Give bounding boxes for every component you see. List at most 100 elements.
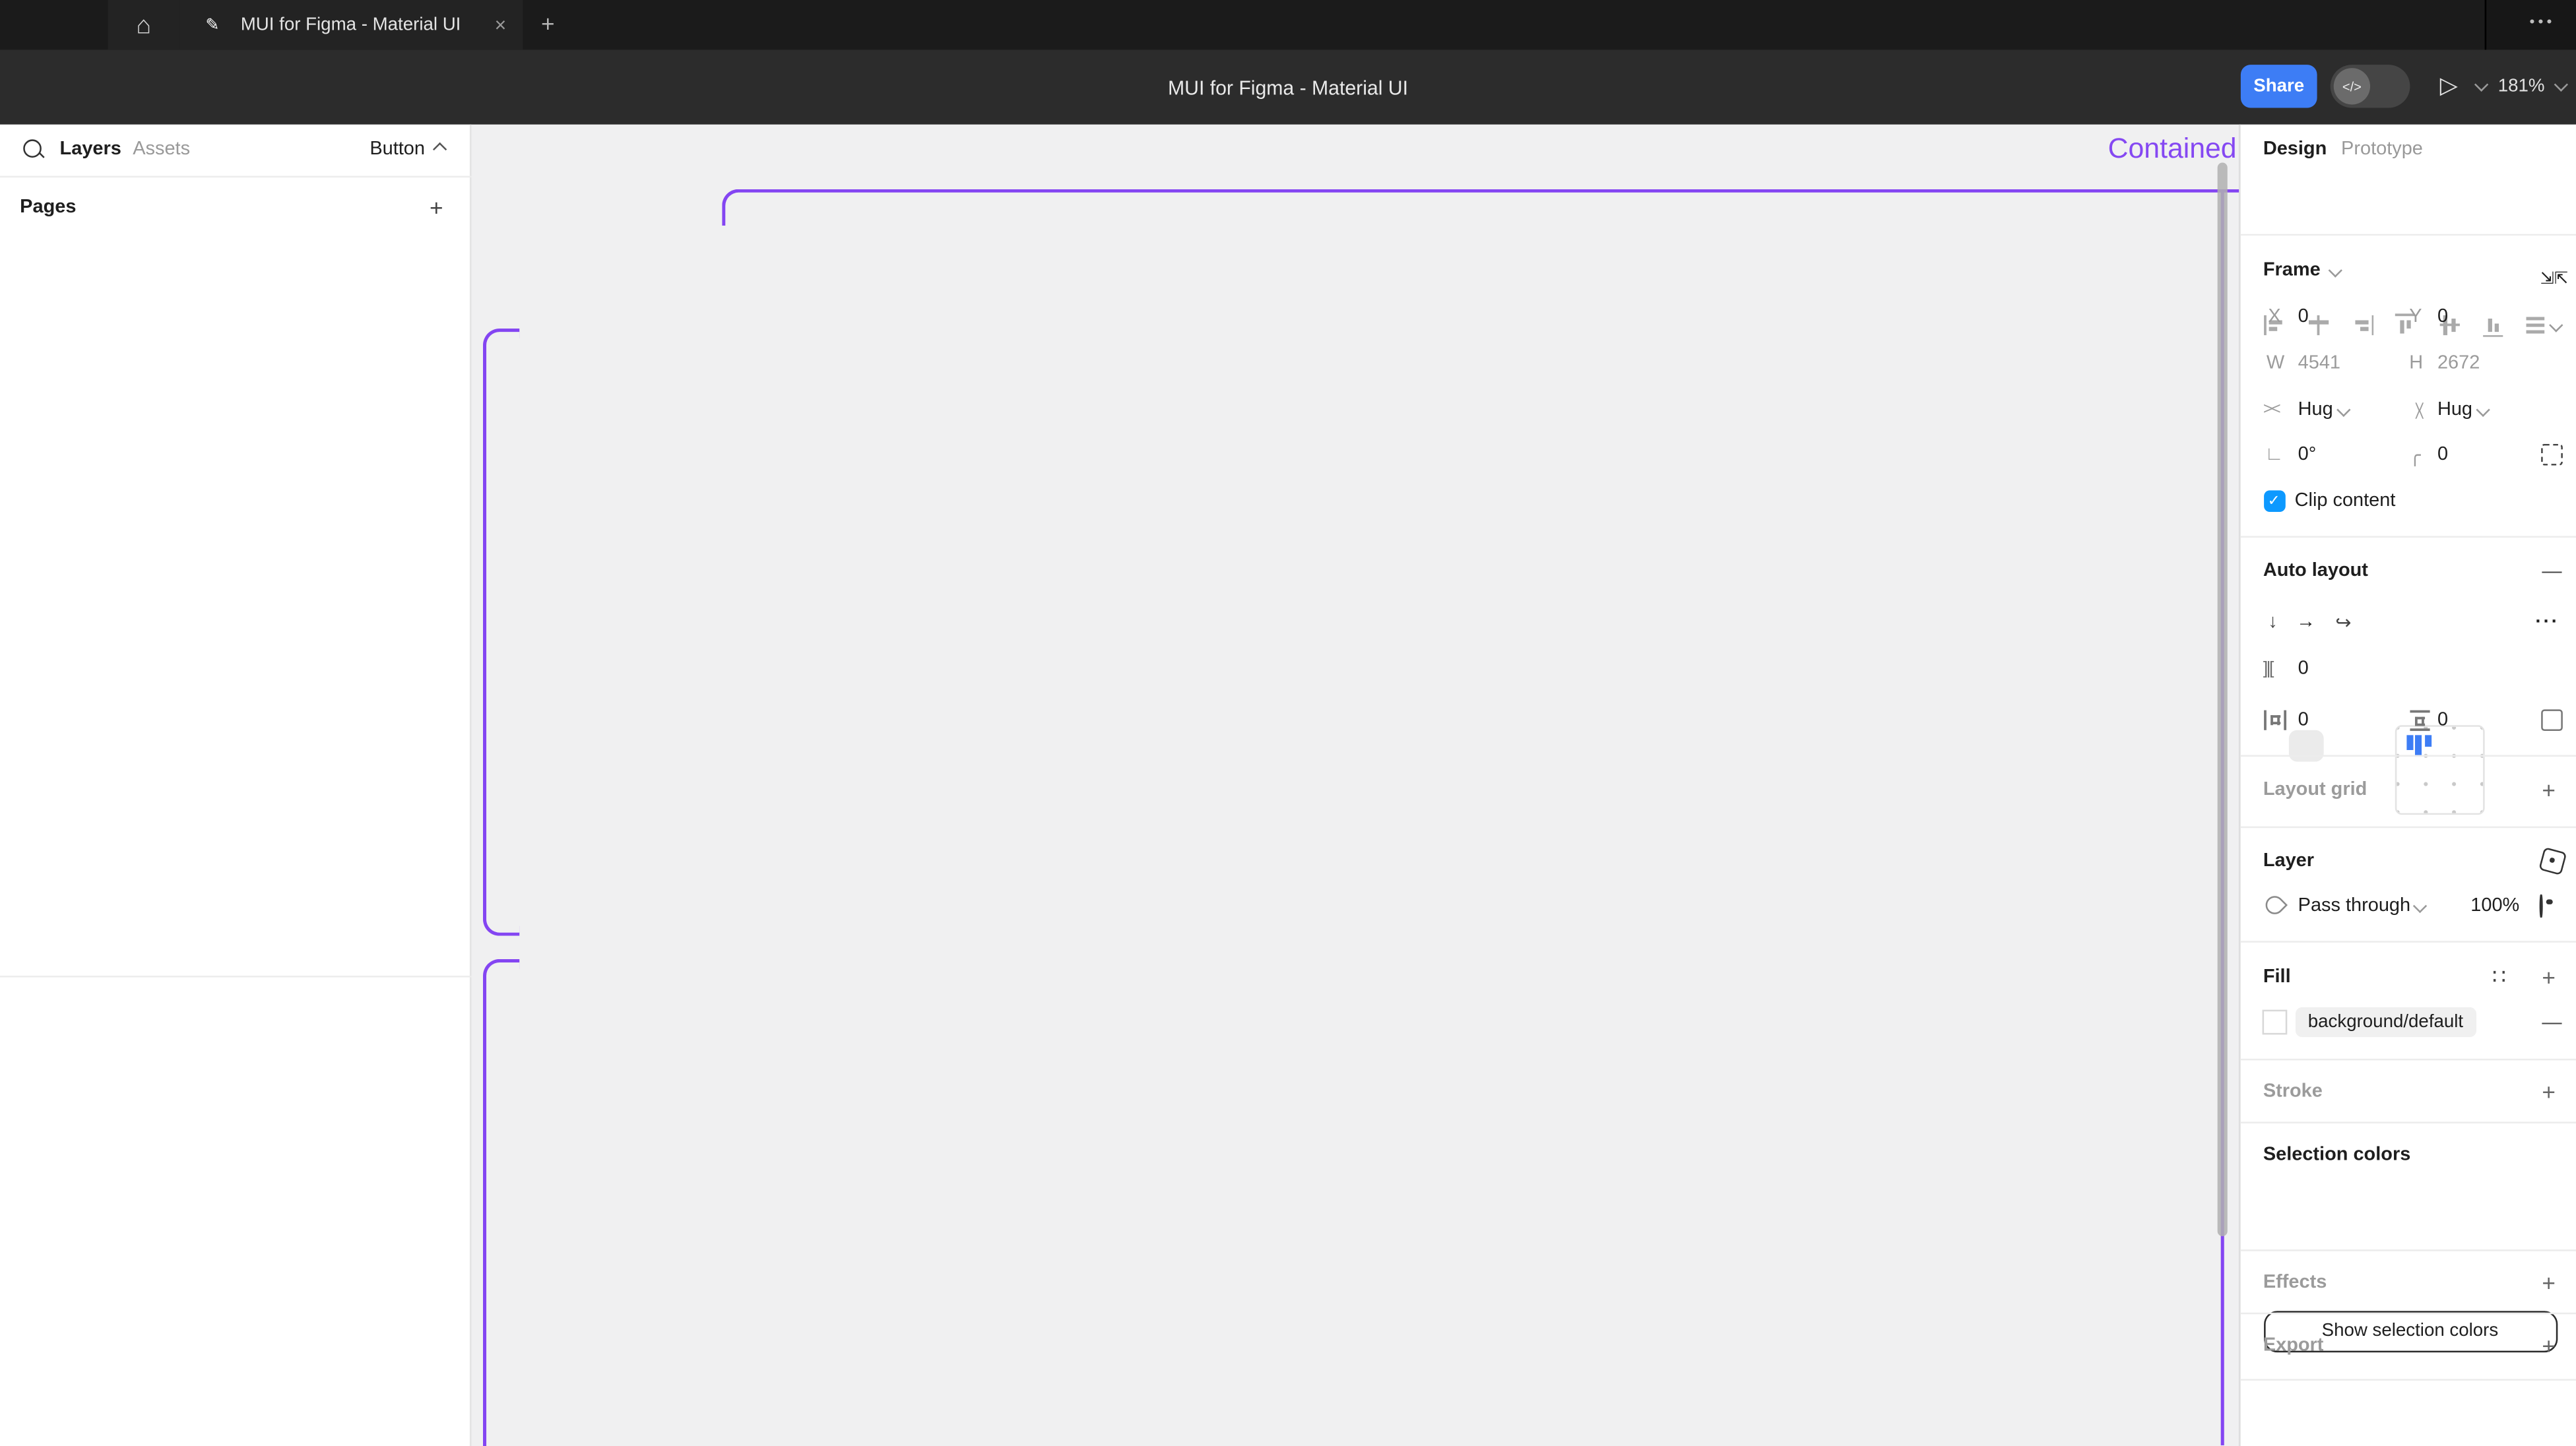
auto-layout-more-icon[interactable]: ··· bbox=[2535, 612, 2560, 633]
traffic-lights[interactable] bbox=[16, 15, 103, 35]
home-button[interactable]: ⌂ bbox=[108, 0, 179, 50]
frame-section-title[interactable]: Frame bbox=[2263, 261, 2343, 280]
sidebar-header: Layers Assets Button bbox=[0, 125, 472, 178]
selection-bracket-top bbox=[482, 329, 519, 936]
zoom-window-button[interactable] bbox=[83, 15, 103, 35]
horizontal-padding-icon bbox=[2263, 709, 2287, 730]
vertical-resize-select[interactable]: Hug bbox=[2437, 399, 2490, 419]
auto-layout-right-icon[interactable]: → bbox=[2296, 612, 2316, 633]
divider bbox=[2239, 1378, 2576, 1380]
tab-assets[interactable]: Assets bbox=[133, 139, 191, 160]
gap-icon: ]|[ bbox=[2263, 658, 2274, 679]
align-bottom-icon[interactable] bbox=[2481, 313, 2505, 337]
clip-content-checkbox[interactable]: ✓ bbox=[2263, 489, 2285, 511]
align-left-icon[interactable] bbox=[2263, 313, 2287, 337]
show-selection-colors-button[interactable]: Show selection colors bbox=[2263, 1311, 2558, 1352]
zoom-chevron-icon[interactable] bbox=[2554, 77, 2569, 92]
present-button[interactable]: ▷ bbox=[2440, 71, 2458, 100]
tab-design[interactable]: Design bbox=[2263, 139, 2327, 160]
divider bbox=[2239, 1312, 2576, 1315]
auto-layout-down-icon[interactable]: ↓ bbox=[2268, 612, 2278, 633]
w-field[interactable]: 4541 bbox=[2298, 353, 2341, 373]
align-right-icon[interactable] bbox=[2350, 313, 2374, 337]
dev-mode-toggle[interactable]: </> bbox=[2330, 65, 2410, 108]
layer-opacity-field[interactable]: 100% bbox=[2470, 896, 2520, 916]
y-field[interactable]: 0 bbox=[2437, 307, 2449, 327]
h-field[interactable]: 2672 bbox=[2437, 353, 2480, 373]
remove-fill-button[interactable]: — bbox=[2542, 1011, 2562, 1034]
divider bbox=[2239, 941, 2576, 943]
clip-content-label: Clip content bbox=[2294, 490, 2396, 511]
tab-layers[interactable]: Layers bbox=[59, 139, 121, 160]
divider bbox=[2239, 1121, 2576, 1123]
add-export-button[interactable]: + bbox=[2542, 1333, 2556, 1360]
present-chevron-icon[interactable] bbox=[2474, 77, 2489, 92]
file-tab[interactable]: ✎ MUI for Figma - Material UI × bbox=[179, 0, 523, 50]
fill-styles-icon[interactable]: ∷ bbox=[2492, 963, 2506, 989]
play-icon: ▷ bbox=[2439, 71, 2458, 98]
w-label: W bbox=[2266, 353, 2285, 373]
align-horizontal-center-icon[interactable] bbox=[2307, 313, 2331, 337]
zoom-level[interactable]: 181% bbox=[2497, 76, 2545, 96]
horizontal-resize-select[interactable]: Hug bbox=[2298, 399, 2351, 419]
add-page-button[interactable]: + bbox=[430, 194, 443, 221]
add-effect-button[interactable]: + bbox=[2542, 1269, 2556, 1296]
divider bbox=[2239, 754, 2576, 756]
selected-frame-outline bbox=[721, 189, 2239, 226]
independent-corners-icon[interactable] bbox=[2540, 443, 2562, 465]
divider bbox=[2239, 234, 2576, 236]
y-label: Y bbox=[2409, 307, 2422, 327]
new-tab-button[interactable]: + bbox=[541, 10, 555, 37]
divider bbox=[2239, 535, 2576, 537]
fill-style-chip[interactable]: background/default bbox=[2294, 1007, 2477, 1038]
fill-color-swatch[interactable] bbox=[2261, 1010, 2287, 1035]
rotation-field[interactable]: 0° bbox=[2298, 443, 2317, 464]
corner-radius-field[interactable]: 0 bbox=[2437, 443, 2449, 464]
remove-auto-layout-button[interactable]: — bbox=[2542, 559, 2562, 582]
gap-field[interactable]: 0 bbox=[2298, 658, 2309, 679]
independent-padding-icon[interactable] bbox=[2540, 708, 2562, 731]
auto-layout-wrap-icon[interactable]: ↩ bbox=[2334, 613, 2351, 634]
close-tab-icon[interactable]: × bbox=[494, 13, 507, 37]
add-stroke-button[interactable]: + bbox=[2542, 1078, 2556, 1106]
align-vertical-center-icon[interactable] bbox=[2437, 313, 2461, 337]
close-window-button[interactable] bbox=[16, 15, 36, 35]
fill-section-title: Fill bbox=[2263, 966, 2291, 987]
auto-layout-title: Auto layout bbox=[2263, 561, 2368, 581]
file-tab-title: MUI for Figma - Material UI bbox=[240, 15, 461, 35]
pages-header: Pages bbox=[20, 197, 77, 218]
divider bbox=[2239, 825, 2576, 828]
add-fill-button[interactable]: + bbox=[2542, 963, 2556, 990]
layer-visibility-icon[interactable] bbox=[2538, 894, 2542, 918]
frame-name-label[interactable]: Contained bbox=[2108, 133, 2237, 165]
share-button[interactable]: Share bbox=[2240, 65, 2317, 108]
h-label: H bbox=[2409, 353, 2424, 373]
blend-mode-icon[interactable] bbox=[2537, 846, 2567, 875]
auto-layout-alignment-grid[interactable] bbox=[2394, 724, 2484, 814]
divider bbox=[2239, 1059, 2576, 1061]
window-more-menu[interactable]: ••• bbox=[2529, 13, 2556, 30]
page-selector[interactable]: Button bbox=[370, 139, 447, 159]
alignment-top-left-icon bbox=[2406, 734, 2433, 756]
align-top-icon[interactable] bbox=[2394, 313, 2418, 337]
figma-file-icon: ✎ bbox=[205, 15, 220, 34]
minimize-window-button[interactable] bbox=[49, 15, 69, 35]
add-layout-grid-button[interactable]: + bbox=[2542, 777, 2556, 804]
collapse-panel-icon[interactable]: ⇲⇱ bbox=[2540, 270, 2569, 289]
selection-colors-title: Selection colors bbox=[2263, 1145, 2411, 1165]
x-field[interactable]: 0 bbox=[2298, 307, 2309, 327]
x-label: X bbox=[2268, 307, 2281, 327]
distribute-icon[interactable] bbox=[2525, 313, 2549, 337]
chevron-up-icon bbox=[432, 142, 447, 157]
search-icon[interactable] bbox=[23, 139, 42, 158]
chevron-down-icon[interactable] bbox=[2550, 318, 2564, 332]
vertical-padding-field[interactable]: 0 bbox=[2437, 709, 2449, 730]
tab-prototype[interactable]: Prototype bbox=[2341, 139, 2423, 160]
alignment-toolbar bbox=[2263, 313, 2564, 337]
blend-mode-select[interactable]: Pass through bbox=[2298, 896, 2428, 916]
horizontal-padding-field[interactable]: 0 bbox=[2298, 709, 2309, 730]
dev-mode-icon: </> bbox=[2342, 79, 2362, 94]
canvas-scrollbar[interactable] bbox=[2217, 162, 2228, 1237]
canvas[interactable]: Contained bbox=[471, 124, 2239, 1446]
toolbar-file-title: MUI for Figma - Material UI bbox=[1168, 75, 1408, 99]
